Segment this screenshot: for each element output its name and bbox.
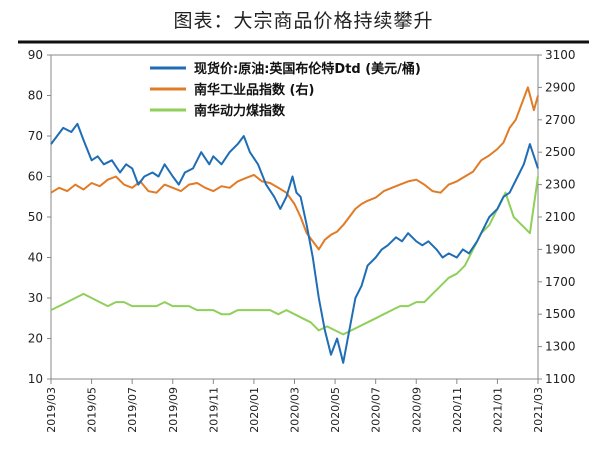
y-right-tick-label: 2500 [545,145,576,159]
y-right-tick-label: 1500 [545,307,576,321]
y-left-tick-label: 20 [28,332,43,346]
x-tick-label: 2020/07 [370,387,383,433]
x-tick-label: 2021/03 [532,387,545,433]
y-axis-right: 1100 1300 1500 1700 1900 2100 2300 2500 2700 2900… [538,48,576,386]
x-tick-label: 2020/09 [410,387,423,433]
y-right-tick-label: 2700 [545,113,576,127]
x-tick-label: 2019/11 [207,387,220,433]
legend-label: 现货价:原油:英国布伦特Dtd (美元/桶) [194,61,421,77]
y-left-tick-label: 60 [28,170,43,184]
y-right-tick-label: 1700 [545,275,576,289]
x-tick-label: 2019/09 [167,387,180,433]
legend-label: 南华工业品指数 (右) [194,82,314,98]
y-right-tick-label: 1100 [545,372,576,386]
y-right-tick-label: 2900 [545,80,576,94]
y-left-tick-label: 80 [28,89,43,103]
y-left-tick-label: 90 [28,48,43,62]
x-tick-label: 2020/01 [248,387,261,433]
y-left-tick-label: 70 [28,129,43,143]
plot-frame [50,54,539,380]
chart-title: 图表：大宗商品价格持续攀升 [173,10,434,32]
legend-label: 南华动力煤指数 [194,103,286,119]
x-tick-label: 2021/01 [491,387,504,433]
y-right-tick-label: 1900 [545,242,576,256]
x-axis: 2019/03 2019/05 2019/07 2019/09 2019/11 2020/… [45,379,545,433]
y-axis-left: 10 20 30 40 50 60 70 80 90 [28,48,51,386]
y-right-tick-label: 2300 [545,178,576,192]
x-tick-label: 2019/07 [126,387,139,433]
series-layer [50,86,539,364]
y-right-tick-label: 1300 [545,340,576,354]
x-tick-label: 2019/03 [45,387,58,433]
x-tick-label: 2020/05 [329,387,342,433]
y-left-tick-label: 50 [28,210,43,224]
y-left-tick-label: 40 [28,251,43,265]
y-left-tick-label: 10 [28,372,43,386]
x-tick-label: 2020/11 [451,387,464,433]
series-line-2 [50,176,539,336]
series-line-0 [50,122,539,364]
legend: 现货价:原油:英国布伦特Dtd (美元/桶) 南华工业品指数 (右) 南华动力煤指数 [150,61,421,119]
y-right-tick-label: 2100 [545,210,576,224]
y-left-tick-label: 30 [28,291,43,305]
y-right-tick-label: 3100 [545,48,576,62]
x-tick-label: 2020/03 [289,387,302,433]
x-tick-label: 2019/05 [86,387,99,433]
